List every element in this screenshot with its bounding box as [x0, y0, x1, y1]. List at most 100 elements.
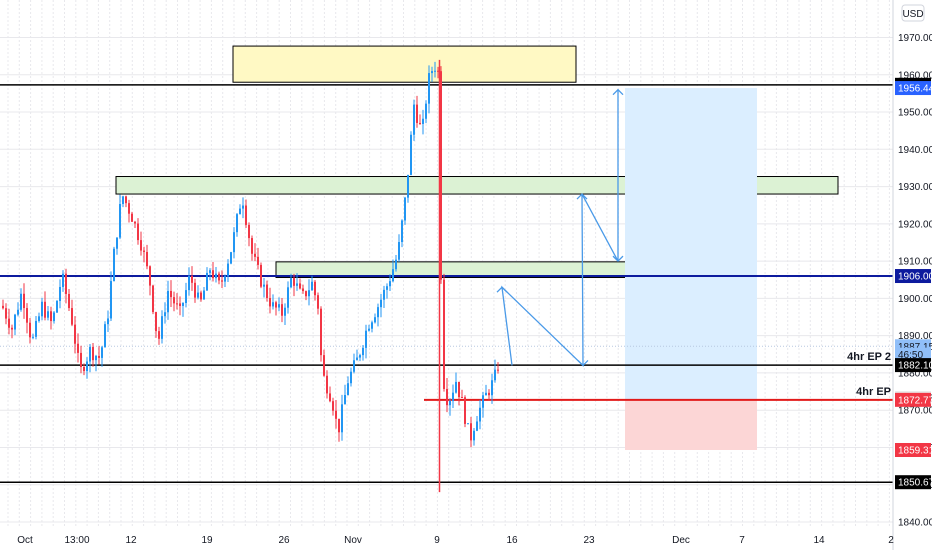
candle-body: [305, 291, 307, 297]
candle-body: [11, 327, 13, 330]
candle-body: [377, 307, 379, 318]
price-tag-label: 1956.440: [898, 84, 932, 95]
candle-body: [200, 292, 202, 300]
candle-body: [236, 214, 238, 233]
annotation-4hr-ep: 4hr EP: [856, 386, 891, 398]
x-tick-label: 14: [813, 535, 825, 546]
candle-body: [461, 397, 463, 399]
candle-body: [212, 270, 214, 279]
y-tick-label: 1970.000: [898, 33, 932, 44]
y-tick-label: 1950.000: [898, 108, 932, 119]
candle-body: [497, 369, 499, 371]
candle-body: [146, 251, 148, 267]
price-tag-label: 1882.100: [898, 361, 932, 372]
candle-body: [113, 248, 115, 282]
candle-body: [272, 302, 274, 307]
projection-arrows: [496, 88, 624, 368]
candle-body: [266, 284, 268, 298]
candle-body: [467, 423, 469, 425]
candle-body: [278, 304, 280, 308]
candle-body: [53, 312, 55, 322]
candle-body: [338, 418, 340, 433]
projection-path: [501, 89, 619, 368]
candle-body: [308, 290, 310, 297]
candle-body: [179, 303, 181, 306]
candle-body: [125, 196, 127, 204]
candle-body: [170, 290, 172, 298]
price-tags: 1957.3011956.4401906.0001887.15346:50188…: [895, 77, 932, 490]
candle-body: [167, 290, 169, 313]
x-tick-label: Oct: [17, 535, 33, 546]
candle-body: [173, 297, 175, 304]
candle-body: [80, 352, 82, 367]
candle-body: [449, 400, 451, 406]
candle-body: [92, 347, 94, 361]
candle-body: [326, 375, 328, 394]
price-tag-label: 46:50: [898, 350, 923, 361]
x-tick-label: 2: [888, 535, 894, 546]
x-tick-label: Nov: [344, 535, 362, 546]
candle-body: [446, 388, 448, 406]
candle-body: [320, 308, 322, 356]
candle-body: [260, 264, 262, 287]
candle-body: [89, 347, 91, 362]
candle-body: [35, 320, 37, 337]
candle-body: [230, 252, 232, 264]
candle-body: [164, 312, 166, 317]
candle-body: [287, 287, 289, 308]
price-tag: 1859.319: [895, 442, 932, 457]
candle-body: [185, 290, 187, 304]
horizontal-lines-layer: [0, 59, 893, 493]
candle-body: [128, 203, 130, 214]
x-tick-label: 16: [506, 535, 518, 546]
currency-badge[interactable]: USD: [901, 4, 925, 22]
candle-body: [206, 272, 208, 291]
candle-body: [359, 355, 361, 358]
arrow-head: [612, 255, 624, 263]
candle-body: [422, 118, 424, 124]
arrow-head: [576, 193, 588, 200]
candle-body: [26, 308, 28, 323]
candle-body: [341, 404, 343, 433]
candle-body: [458, 381, 460, 398]
candle-body: [491, 380, 493, 396]
position-tool[interactable]: [625, 88, 757, 450]
candles-layer: [2, 61, 499, 448]
candle-body: [299, 283, 301, 289]
candle-body: [242, 205, 244, 209]
candle-body: [392, 269, 394, 282]
candle-body: [470, 423, 472, 441]
candle-body: [86, 361, 88, 372]
candle-body: [437, 70, 439, 72]
candle-body: [443, 279, 445, 389]
x-tick-label: 9: [434, 535, 440, 546]
candle-body: [215, 273, 217, 279]
price-tag-bg: [895, 269, 931, 284]
candle-body: [110, 281, 112, 319]
candle-body: [440, 71, 442, 280]
candle-body: [452, 392, 454, 401]
candle-body: [41, 301, 43, 317]
candle-body: [401, 220, 403, 243]
candle-body: [248, 224, 250, 239]
price-tag-bg: [895, 358, 931, 373]
candle-body: [56, 300, 58, 313]
candle-body: [329, 393, 331, 402]
candle-body: [47, 311, 49, 318]
candle-body: [323, 355, 325, 376]
price-tag: 1872.779: [895, 392, 932, 407]
candle-body: [119, 204, 121, 238]
candle-body: [77, 343, 79, 353]
candle-body: [191, 276, 193, 283]
candle-body: [65, 273, 67, 294]
candle-body: [362, 347, 364, 356]
candle-body: [182, 303, 184, 306]
candle-body: [464, 397, 466, 424]
candle-body: [473, 430, 475, 441]
price-tag-label: 1859.319: [898, 445, 932, 456]
candle-body: [488, 392, 490, 396]
candle-body: [317, 295, 319, 309]
candle-body: [284, 307, 286, 316]
candle-body: [5, 308, 7, 319]
